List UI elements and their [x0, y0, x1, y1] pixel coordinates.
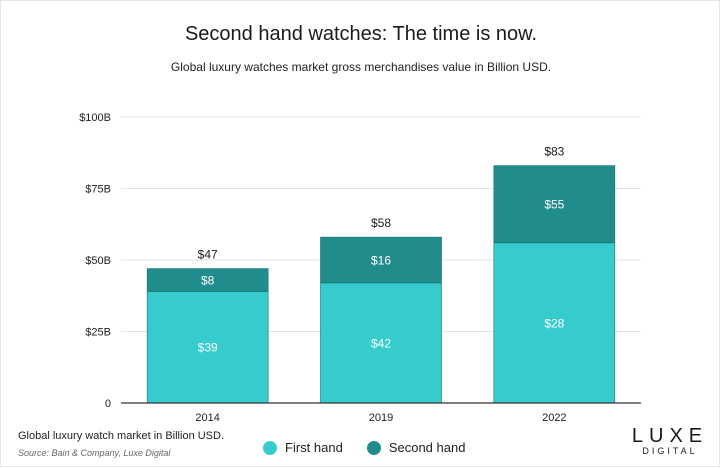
y-tick-label: $100B — [79, 112, 111, 124]
y-tick-label: $25B — [85, 327, 111, 339]
bar-value-label: $28 — [544, 316, 564, 330]
bar-value-label: $16 — [371, 254, 391, 268]
luxe-digital-logo: LUXE DIGITAL — [629, 425, 711, 456]
legend-label-first-hand: First hand — [285, 440, 343, 455]
x-tick-label: 2019 — [369, 412, 393, 424]
legend-swatch-second-hand — [366, 440, 381, 455]
chart-subtitle: Global luxury watches market gross merch… — [170, 60, 552, 74]
bar-value-label: $55 — [544, 198, 564, 212]
bar-second-hand — [320, 236, 442, 284]
legend: First hand Second hand — [263, 440, 489, 455]
bar-total-label: $58 — [371, 216, 391, 230]
legend-label-second-hand: Second hand — [388, 440, 466, 455]
y-tick-label: $75B — [85, 184, 111, 196]
y-tick-label: 0 — [105, 398, 111, 410]
bar-first-hand — [493, 242, 616, 404]
bar-total-label: $83 — [544, 145, 564, 159]
logo-subtext: DIGITAL — [642, 446, 698, 456]
x-tick-label: 2014 — [195, 412, 219, 424]
footnote: Global luxury watch market in Billion US… — [18, 430, 225, 442]
bar-value-label: $39 — [198, 341, 218, 355]
bar-value-label: $8 — [201, 274, 215, 288]
bar-value-label: $42 — [371, 336, 391, 350]
y-tick-label: $50B — [85, 255, 111, 267]
legend-item-second-hand: Second hand — [366, 440, 466, 455]
bar-first-hand — [320, 282, 442, 404]
chart-title: Second hand watches: The time is now. — [184, 23, 538, 45]
legend-swatch-first-hand — [263, 440, 277, 455]
legend-item-first-hand: First hand — [263, 440, 343, 455]
bar-total-label: $47 — [198, 248, 218, 262]
bar-second-hand — [493, 165, 616, 244]
logo-wordmark: LUXE — [631, 425, 709, 447]
x-tick-label: 2022 — [542, 412, 566, 424]
source-note: Source: Bain & Company, Luxe Digital — [18, 448, 171, 458]
bar-second-hand — [146, 268, 269, 292]
